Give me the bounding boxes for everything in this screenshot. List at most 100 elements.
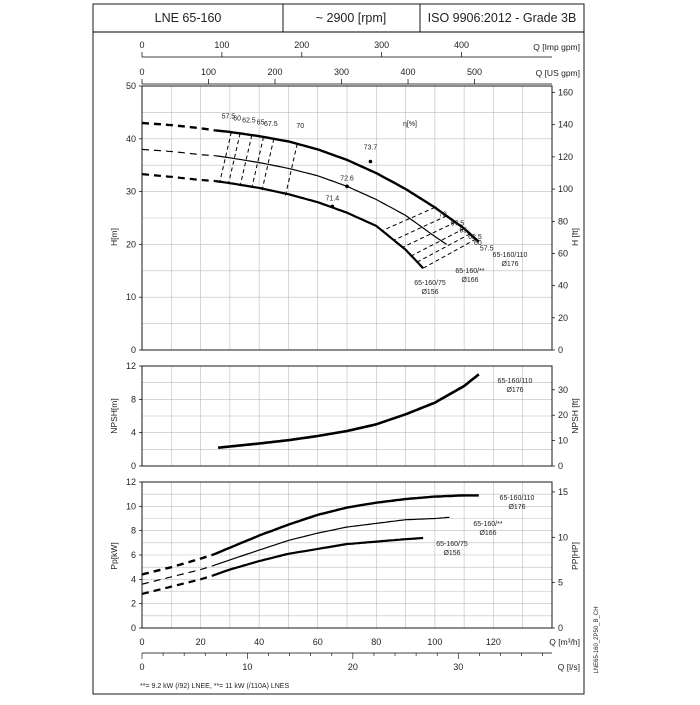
power-curve — [211, 494, 479, 557]
head-label-110-name: 65-160/110 — [493, 252, 528, 259]
header-speed: ~ 2900 [rpm] — [316, 11, 387, 25]
npsh-curve — [217, 373, 480, 449]
power-right-tick-label: 0 — [558, 623, 563, 633]
head-label-mid-name: 65-160/** — [455, 268, 484, 275]
head-grid — [142, 86, 552, 350]
power-right-tick-label: 5 — [558, 578, 563, 588]
npsh-grid — [142, 366, 552, 466]
power-curve — [212, 516, 450, 567]
power-left-tick-label: 0 — [131, 623, 136, 633]
bep-point — [330, 204, 335, 209]
ls-tick-label: 0 — [139, 662, 144, 672]
npsh-label-110-diameter: Ø176 — [506, 387, 523, 394]
head-curve-dashed — [141, 148, 216, 157]
efficiency-label-left: 67.5 — [264, 121, 278, 128]
footnote: **= 9.2 kW (/92) LNEE, **= 11 kW (/110A)… — [140, 683, 289, 690]
us-tick-label: 100 — [201, 67, 216, 77]
power-left-tick-label: 12 — [126, 477, 136, 487]
head-left-tick-label: 30 — [126, 187, 136, 197]
m3h-tick-label: 20 — [196, 637, 206, 647]
power-left-tick-label: 10 — [126, 501, 136, 511]
head-label-75-name: 65-160/75 — [414, 280, 446, 287]
head-right-tick-label: 120 — [558, 152, 573, 162]
us-tick-label: 400 — [401, 67, 416, 77]
head-label-110-diameter: Ø176 — [501, 261, 518, 268]
efficiency-line-left — [227, 133, 241, 185]
npsh-left-tick-label: 4 — [131, 428, 136, 438]
header-standard: ISO 9906:2012 - Grade 3B — [428, 11, 577, 25]
efficiency-label-left: 70 — [296, 123, 304, 130]
head-curve-dashed — [141, 173, 216, 183]
head-right-tick-label: 80 — [558, 216, 568, 226]
bep-label: 71.4 — [326, 195, 340, 202]
head-label-75-diameter: Ø156 — [421, 289, 438, 296]
bottom-axis-ls-label: Q [l/s] — [558, 662, 580, 672]
m3h-tick-label: 80 — [371, 637, 381, 647]
power-label-110-diameter: Ø176 — [508, 504, 525, 511]
efficiency-line-right — [417, 233, 471, 263]
m3h-tick-label: 120 — [486, 637, 501, 647]
bottom-axis-ls-ticks: 0 10 20 30 — [139, 652, 552, 672]
power-right-tick-label: 15 — [558, 487, 568, 497]
power-grid — [142, 482, 552, 628]
efficiency-line-right — [381, 206, 436, 232]
power-label-mid-name: 65-160/** — [473, 521, 502, 528]
npsh-right-tick-label: 0 — [558, 461, 563, 471]
efficiency-label-left: 65 — [257, 119, 265, 126]
efficiency-label-left: 57.5 — [222, 114, 236, 121]
m3h-tick-label: 0 — [139, 637, 144, 647]
head-curve — [215, 179, 424, 269]
power-left-tick-label: 2 — [131, 599, 136, 609]
head-left-tick-label: 50 — [126, 81, 136, 91]
efficiency-label-right: 67.5 — [451, 220, 465, 227]
npsh-right-tick-label: 30 — [558, 385, 568, 395]
bep-label: 73.7 — [364, 145, 378, 152]
head-right-tick-label: 160 — [558, 88, 573, 98]
side-code: LNE65-160_2P50_B_CH — [594, 606, 600, 673]
head-curve — [215, 155, 447, 245]
power-curve — [211, 536, 424, 577]
head-label-mid-diameter: Ø166 — [461, 277, 478, 284]
head-ylabel-right: H [ft] — [570, 228, 580, 246]
m3h-tick-label: 40 — [254, 637, 264, 647]
power-label-110-name: 65-160/110 — [500, 495, 535, 502]
efficiency-line-left — [285, 143, 298, 196]
top-axis-imp-label: Q [Imp gpm] — [533, 42, 580, 52]
bep-label: 72.6 — [340, 175, 354, 182]
power-ylabel-left: Pp[kW] — [109, 542, 119, 569]
head-panel: 0 10 20 30 40 50 0 20 40 60 80 100 120 140 160 57.5 57.5… — [126, 81, 573, 355]
efficiency-line-left — [219, 132, 232, 183]
m3h-tick-label: 60 — [313, 637, 323, 647]
power-left-tick-label: 8 — [131, 526, 136, 536]
head-plot-frame — [141, 85, 553, 351]
us-tick-label: 300 — [334, 67, 349, 77]
npsh-ylabel-left: NPSH[m] — [109, 398, 119, 433]
ls-tick-label: 10 — [242, 662, 252, 672]
imp-tick-label: 300 — [374, 40, 389, 50]
head-right-tick-label: 20 — [558, 313, 568, 323]
head-right-tick-label: 40 — [558, 281, 568, 291]
efficiency-label-left: 62.5 — [242, 117, 256, 124]
npsh-ylabel-right: NPSH [ft] — [570, 398, 580, 433]
imp-tick-label: 100 — [214, 40, 229, 50]
efficiency-line-left — [261, 138, 275, 191]
head-curve — [215, 129, 480, 243]
bottom-axis-m3h-label: Q [m³/h] — [549, 637, 580, 647]
efficiency-label-right: 62.5 — [468, 234, 482, 241]
us-tick-label: 500 — [467, 67, 482, 77]
head-left-tick-label: 40 — [126, 134, 136, 144]
head-ylabel-left: H[m] — [109, 228, 119, 246]
efficiency-label-right: 57.5 — [480, 246, 494, 253]
us-tick-label: 0 — [139, 67, 144, 77]
outer-frame — [92, 3, 585, 695]
power-panel: 0 2 4 6 8 10 12 0 5 10 15 65-160/110 Ø176 65-160/** Ø1… — [126, 477, 568, 633]
power-label-75-name: 65-160/75 — [436, 541, 468, 548]
efficiency-label-right: 60 — [474, 240, 482, 247]
head-right-tick-label: 0 — [558, 345, 563, 355]
power-label-mid-diameter: Ø166 — [479, 530, 496, 537]
top-axis-us-ticks: 0 100 200 300 400 500 — [139, 67, 552, 85]
npsh-plot-frame — [141, 365, 553, 467]
efficiency-line-right — [402, 221, 456, 248]
power-left-tick-label: 4 — [131, 574, 136, 584]
